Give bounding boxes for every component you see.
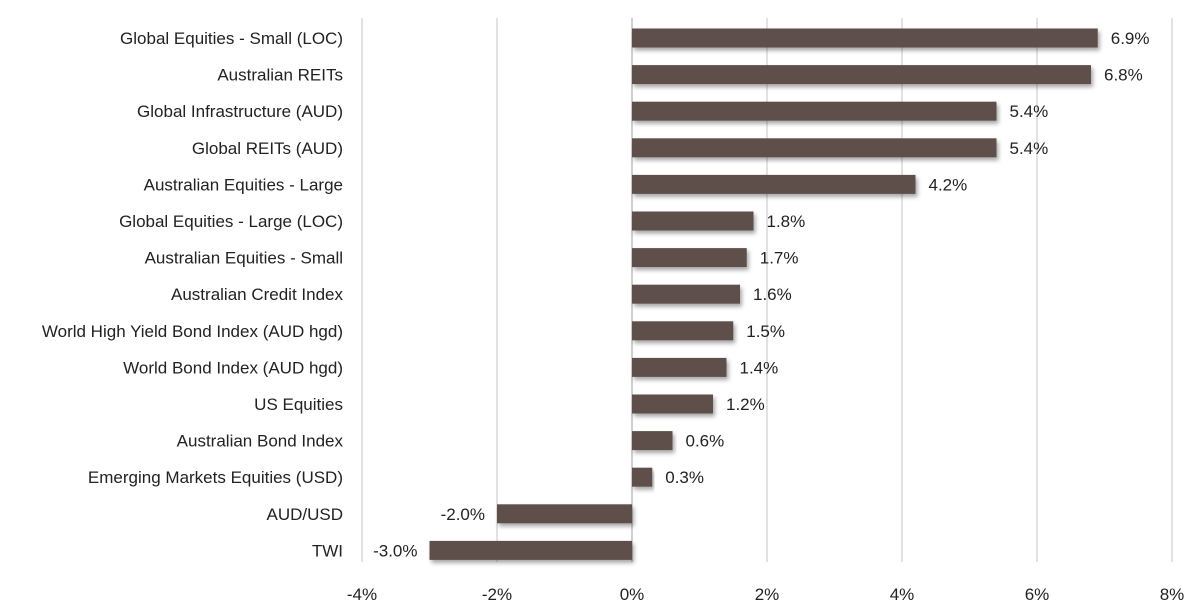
bar xyxy=(632,357,727,377)
x-tick-label: 8% xyxy=(1160,585,1185,604)
category-label: Emerging Markets Equities (USD) xyxy=(88,468,343,487)
data-label: 0.3% xyxy=(665,468,704,487)
x-tick-label: -2% xyxy=(482,585,512,604)
category-label: Global Infrastructure (AUD) xyxy=(137,102,343,121)
category-label: AUD/USD xyxy=(266,505,343,524)
category-label: Australian Bond Index xyxy=(177,432,344,451)
x-tick-label: 0% xyxy=(620,585,645,604)
data-label: -2.0% xyxy=(441,505,485,524)
category-label: Global Equities - Small (LOC) xyxy=(120,29,343,48)
bar xyxy=(497,504,632,524)
bar xyxy=(632,211,754,231)
data-label: 1.8% xyxy=(767,212,806,231)
bar xyxy=(632,138,997,158)
x-axis-tick-labels: -4% -2% 0% 2% 4% 6% 8% xyxy=(347,585,1184,604)
bar xyxy=(632,65,1091,85)
data-labels: 6.9% 6.8% 5.4% 5.4% 4.2% 1.8% 1.7% 1.6% 1.5% 1.4%… xyxy=(373,29,1149,560)
bar xyxy=(632,101,997,121)
category-label: Australian REITs xyxy=(217,66,343,85)
data-label: 0.6% xyxy=(686,432,725,451)
data-label: 4.2% xyxy=(929,175,968,194)
data-label: 1.2% xyxy=(726,395,765,414)
category-label: Global REITs (AUD) xyxy=(192,139,343,158)
category-label: TWI xyxy=(312,541,343,560)
category-labels: Global Equities - Small (LOC) Australian … xyxy=(42,29,344,560)
data-label: 1.5% xyxy=(746,322,785,341)
category-label: Australian Equities - Large xyxy=(144,175,343,194)
x-tick-label: -4% xyxy=(347,585,377,604)
bar xyxy=(632,394,713,414)
bar xyxy=(632,467,653,487)
bar xyxy=(632,248,747,268)
bars xyxy=(429,28,1098,560)
x-tick-label: 2% xyxy=(755,585,780,604)
data-label: 6.9% xyxy=(1111,29,1150,48)
data-label: 1.6% xyxy=(753,285,792,304)
category-label: Australian Equities - Small xyxy=(145,249,343,268)
category-label: World High Yield Bond Index (AUD hgd) xyxy=(42,322,343,341)
data-label: 5.4% xyxy=(1010,139,1049,158)
category-label: Australian Credit Index xyxy=(171,285,343,304)
category-label: Global Equities - Large (LOC) xyxy=(119,212,343,231)
x-tick-label: 6% xyxy=(1025,585,1050,604)
bar xyxy=(632,28,1098,48)
x-tick-label: 4% xyxy=(890,585,915,604)
bar xyxy=(632,174,916,194)
data-label: 6.8% xyxy=(1104,66,1143,85)
data-label: 5.4% xyxy=(1010,102,1049,121)
bar xyxy=(429,540,632,560)
bar xyxy=(632,284,740,304)
bar xyxy=(632,321,734,341)
data-label: -3.0% xyxy=(373,541,417,560)
data-label: 1.4% xyxy=(740,358,779,377)
bar xyxy=(632,431,673,451)
data-label: 1.7% xyxy=(760,249,799,268)
category-label: US Equities xyxy=(254,395,343,414)
category-label: World Bond Index (AUD hgd) xyxy=(123,358,343,377)
